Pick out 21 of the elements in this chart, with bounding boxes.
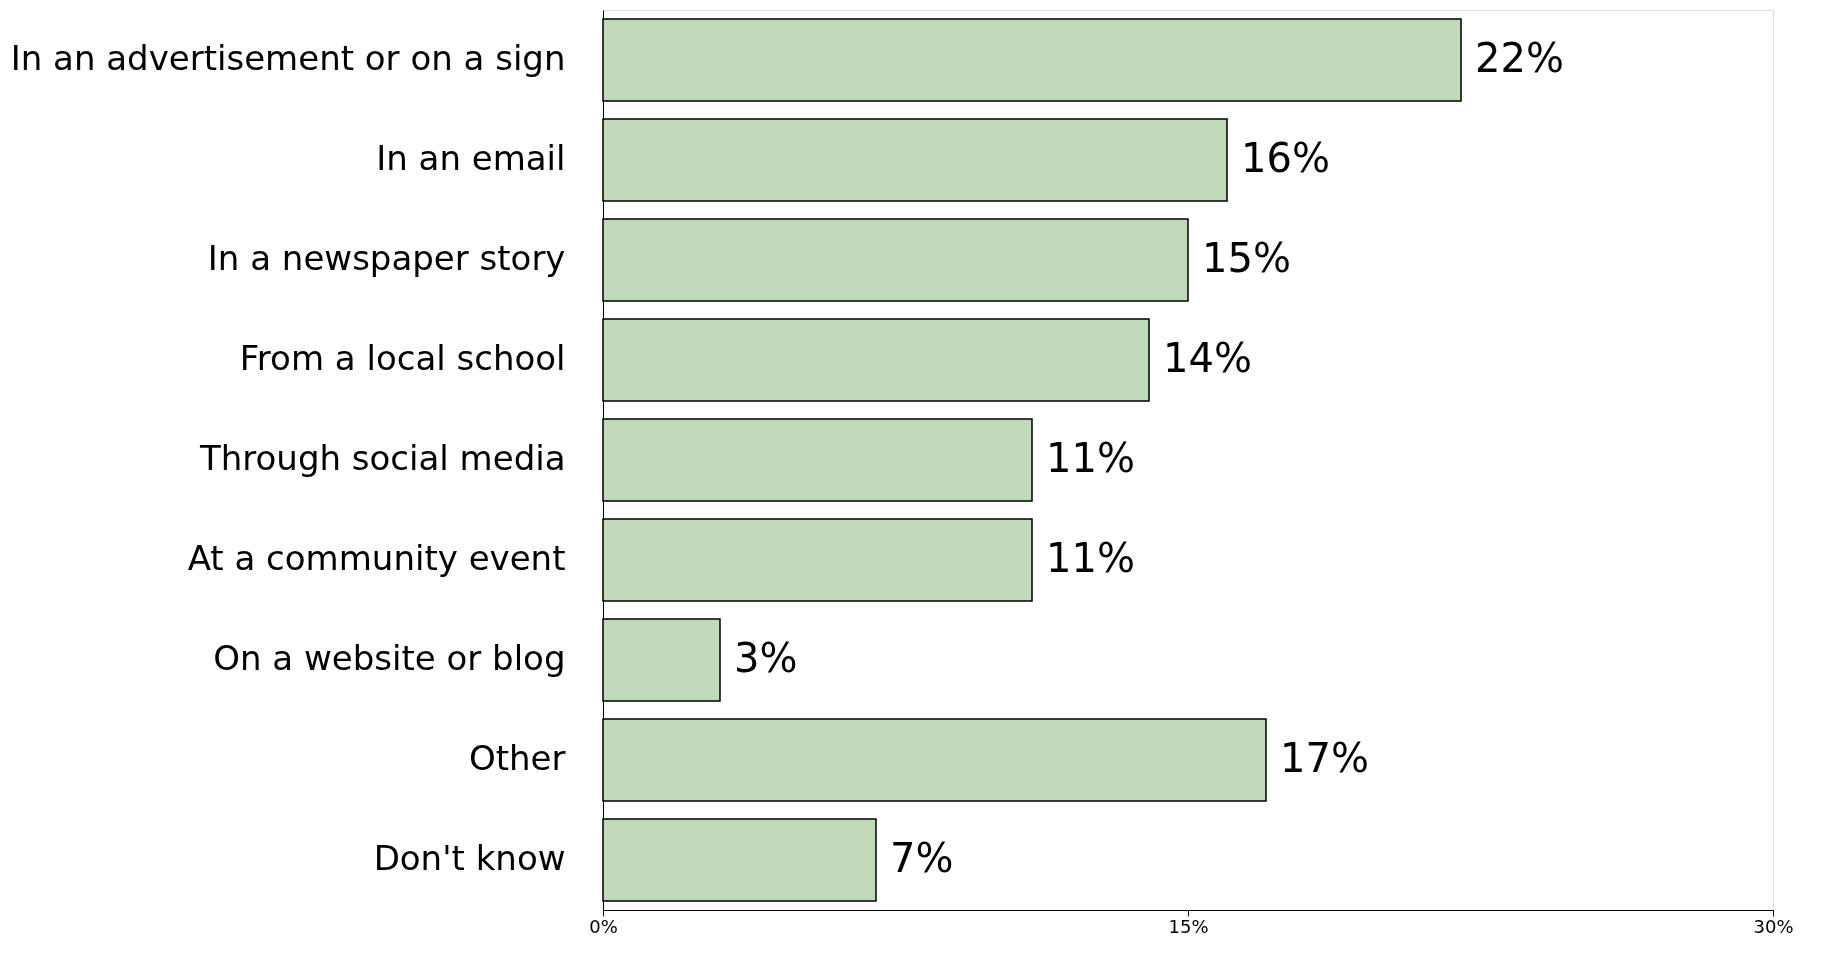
data-label: 11%	[1046, 435, 1135, 481]
data-label: 16%	[1241, 135, 1330, 181]
y-tick-label: Other	[468, 738, 566, 778]
y-tick-label: On a website or blog	[213, 638, 566, 678]
data-label: 7%	[890, 835, 954, 881]
data-label: 14%	[1163, 335, 1252, 381]
y-tick-label: In a newspaper story	[207, 238, 566, 278]
y-tick-label: In an advertisement or on a sign	[10, 38, 566, 78]
x-tick-label: 30%	[1753, 915, 1794, 937]
data-label: 11%	[1046, 535, 1135, 581]
x-tick-label: 15%	[1168, 915, 1209, 937]
y-tick-label: Don't know	[373, 838, 566, 878]
y-tick-label: At a community event	[187, 538, 566, 578]
data-label: 3%	[734, 635, 798, 681]
data-label: 15%	[1202, 235, 1291, 281]
y-tick-label: From a local school	[239, 338, 566, 378]
data-label: 17%	[1280, 735, 1369, 781]
y-tick-label: Through social media	[199, 438, 566, 478]
y-tick-label: In an email	[376, 138, 566, 178]
data-label: 22%	[1475, 35, 1564, 81]
x-tick-label: 0%	[589, 915, 618, 937]
